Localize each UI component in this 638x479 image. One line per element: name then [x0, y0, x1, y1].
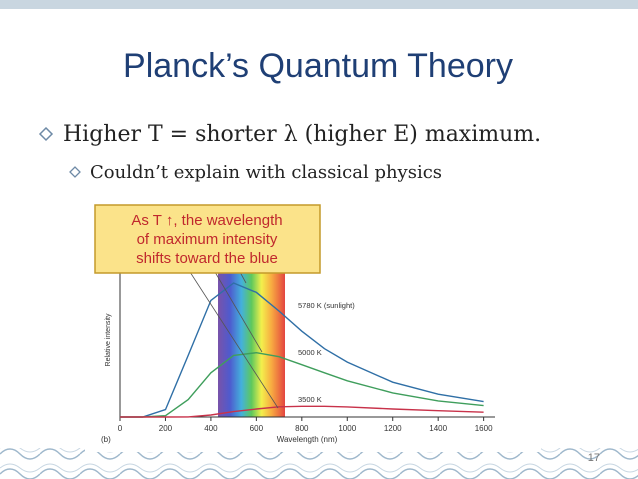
callout-box	[94, 204, 321, 274]
intensity-curve	[120, 351, 484, 418]
x-tick-label: 1400	[429, 424, 447, 433]
curve-label: 5000 K	[298, 348, 322, 357]
x-tick-label: 200	[159, 424, 173, 433]
bullet-text: Higher T = shorter λ (higher E) maximum.	[63, 122, 541, 147]
x-tick-label: 1000	[338, 424, 356, 433]
callout-pointer	[239, 271, 247, 284]
figure: 0 200 400 600 800 1000 1200 1400 1600 Wavelength …	[94, 204, 495, 444]
bullet-text: Couldn’t explain with classical physics	[90, 162, 442, 183]
intensity-curve	[120, 405, 484, 418]
callout-text: As T ↑, the wavelength	[131, 212, 282, 229]
bullet-icon	[38, 126, 54, 142]
callout-pointer	[214, 271, 263, 353]
y-axis-label: Relative intensity	[105, 313, 112, 366]
intensity-curve	[120, 282, 484, 418]
panel-label: (b)	[101, 435, 111, 444]
x-tick-label: 800	[295, 424, 309, 433]
callout-pointer	[189, 271, 279, 409]
curve-label: 3500 K	[298, 395, 322, 404]
x-tick-label: 1200	[384, 424, 402, 433]
curve-label: 5780 K (sunlight)	[298, 301, 355, 310]
x-tick-label: 400	[204, 424, 218, 433]
x-tick-label: 0	[118, 424, 123, 433]
top-band	[0, 0, 638, 9]
bullet-icon	[69, 166, 81, 178]
bottom-band	[0, 448, 638, 479]
x-tick-label: 600	[250, 424, 264, 433]
x-axis-label: Wavelength (nm)	[277, 435, 338, 444]
page-number: 17	[588, 452, 600, 464]
slide-title: Planck’s Quantum Theory	[123, 47, 513, 85]
callout-text: shifts toward the blue	[136, 250, 278, 267]
x-tick-label: 1600	[475, 424, 493, 433]
callout-text: of maximum intensity	[137, 231, 278, 248]
